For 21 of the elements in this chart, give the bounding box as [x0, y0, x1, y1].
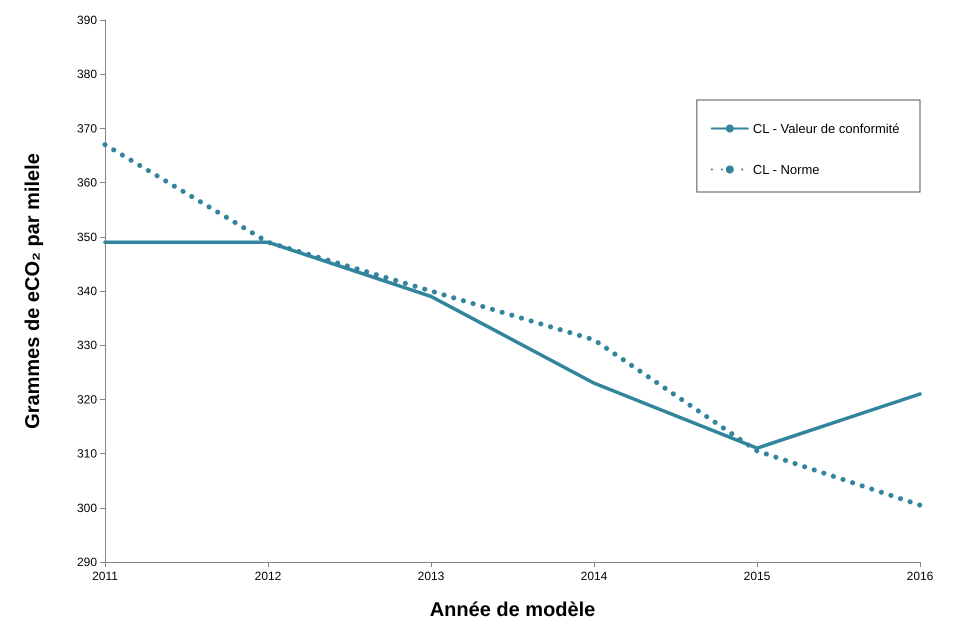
y-axis-title: Grammes de eCO₂ par milele	[22, 153, 44, 429]
y-tick-label: 360	[76, 176, 98, 190]
y-tick-label: 340	[76, 284, 98, 298]
x-tick-label: 2013	[418, 569, 445, 583]
legend-label: CL - Valeur de conformité	[752, 121, 900, 136]
x-tick-label: 2015	[744, 569, 771, 583]
x-tick-label: 2012	[254, 569, 282, 583]
y-tick-label: 390	[76, 13, 98, 27]
y-tick-label: 300	[76, 500, 98, 515]
y-tick-label: 290	[76, 555, 98, 569]
y-tick-label: 330	[76, 338, 98, 352]
x-tick-label: 2016	[906, 569, 934, 583]
y-tick-label: 370	[76, 121, 98, 136]
y-tick-label: 380	[76, 67, 98, 82]
x-tick-label: 2014	[580, 569, 608, 583]
x-tick-label: 2011	[92, 569, 118, 583]
legend-label: CL - Norme	[752, 162, 820, 177]
y-tick-label: 350	[76, 230, 98, 244]
x-axis-title: Année de modèle	[430, 599, 596, 621]
y-tick-label: 320	[76, 392, 98, 406]
y-tick-label: 310	[76, 446, 98, 461]
